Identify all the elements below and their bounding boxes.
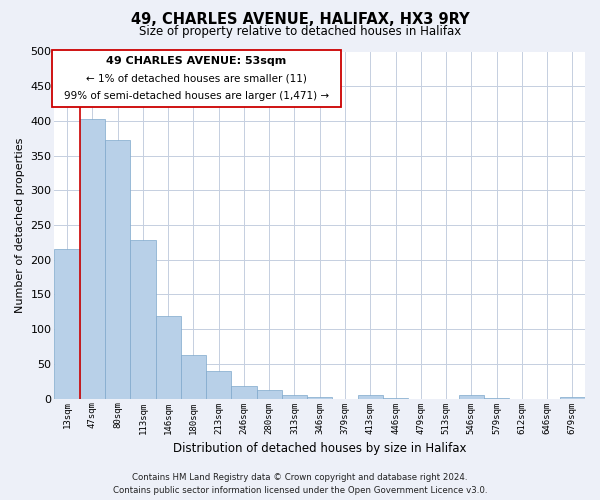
Bar [105, 140, 130, 398]
X-axis label: Distribution of detached houses by size in Halifax: Distribution of detached houses by size … [173, 442, 466, 455]
Bar [181, 355, 206, 399]
Text: Contains HM Land Registry data © Crown copyright and database right 2024.
Contai: Contains HM Land Registry data © Crown c… [113, 474, 487, 495]
Y-axis label: Number of detached properties: Number of detached properties [15, 138, 25, 313]
Bar [130, 240, 155, 398]
Text: 99% of semi-detached houses are larger (1,471) →: 99% of semi-detached houses are larger (… [64, 90, 329, 101]
Bar [232, 386, 257, 398]
Bar [358, 395, 383, 398]
Text: ← 1% of detached houses are smaller (11): ← 1% of detached houses are smaller (11) [86, 74, 307, 84]
Bar [55, 250, 80, 398]
Text: 49, CHARLES AVENUE, HALIFAX, HX3 9RY: 49, CHARLES AVENUE, HALIFAX, HX3 9RY [131, 12, 469, 28]
Bar [155, 316, 181, 398]
Text: Size of property relative to detached houses in Halifax: Size of property relative to detached ho… [139, 25, 461, 38]
Bar [80, 119, 105, 398]
Bar [206, 371, 232, 398]
Text: 49 CHARLES AVENUE: 53sqm: 49 CHARLES AVENUE: 53sqm [106, 56, 287, 66]
Bar [257, 390, 282, 398]
Bar [458, 395, 484, 398]
FancyBboxPatch shape [52, 50, 341, 107]
Bar [282, 395, 307, 398]
